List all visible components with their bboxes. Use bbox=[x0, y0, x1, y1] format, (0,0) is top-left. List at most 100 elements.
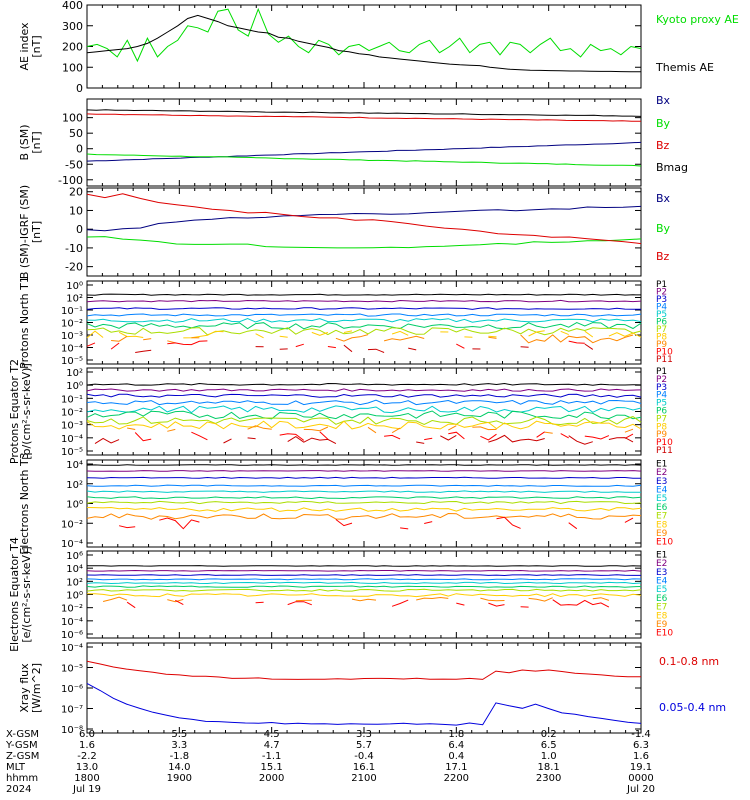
panel-6: Electrons North T3 10⁴10²10⁰10⁻²10⁻⁴E1E2E… bbox=[18, 452, 673, 554]
legend-p6: P6 bbox=[656, 407, 667, 417]
series-line-p8 bbox=[86, 330, 104, 339]
y-tick-label: 0 bbox=[76, 223, 83, 236]
ephemeris-value: 3.3 bbox=[171, 740, 188, 751]
series-line-p5 bbox=[86, 405, 642, 414]
y-axis-unit: [e/(cm²-s-sr-keV)] bbox=[20, 546, 33, 642]
series-line-p9 bbox=[544, 431, 553, 434]
series-line-e9 bbox=[528, 597, 553, 602]
series-line-e10 bbox=[287, 601, 312, 606]
series-line-e10 bbox=[255, 601, 264, 604]
legend-p11: P11 bbox=[656, 446, 673, 456]
series-line-p8 bbox=[391, 330, 409, 336]
series-line-e7 bbox=[86, 500, 642, 505]
series-line-p11 bbox=[568, 435, 593, 445]
ephemeris-value: Jul 19 bbox=[73, 784, 101, 795]
y-tick-label: -50 bbox=[65, 158, 83, 171]
series-line-p9 bbox=[335, 334, 369, 342]
series-line-p8 bbox=[488, 335, 497, 338]
series-line-p8 bbox=[584, 330, 594, 338]
series-line-p8 bbox=[528, 330, 545, 337]
ephemeris-value: 5.7 bbox=[356, 740, 372, 751]
series-line-p1 bbox=[86, 293, 642, 296]
series-line-p2 bbox=[86, 388, 642, 392]
series-line-e2 bbox=[86, 470, 642, 472]
y-tick-label: 0 bbox=[76, 82, 83, 95]
y-tick-label: 10⁰ bbox=[66, 281, 83, 292]
series-line-bz bbox=[86, 193, 642, 245]
y-axis-label: Electrons North T3 bbox=[18, 452, 31, 554]
legend-by: By bbox=[656, 222, 671, 235]
legend-p5: P5 bbox=[656, 399, 667, 409]
legend-e10: E10 bbox=[656, 629, 673, 639]
series-line-p10 bbox=[295, 343, 304, 348]
legend-p6: P6 bbox=[656, 318, 667, 328]
legend-e5: E5 bbox=[656, 494, 667, 504]
series-line-p9 bbox=[111, 335, 128, 342]
panel-frame bbox=[86, 642, 642, 734]
y-tick-label: -10 bbox=[65, 242, 83, 255]
series-line-p9 bbox=[367, 426, 377, 434]
series-line-p9 bbox=[303, 426, 329, 432]
series-line-e9 bbox=[592, 597, 610, 601]
ephemeris-value: 1.0 bbox=[540, 751, 557, 762]
series-line-p10 bbox=[624, 433, 634, 439]
series-line-e4 bbox=[86, 578, 642, 581]
legend-p4: P4 bbox=[656, 302, 667, 312]
series-line-e5 bbox=[86, 490, 641, 493]
legend-bz: Bz bbox=[656, 250, 670, 263]
series-line-p10 bbox=[110, 342, 120, 350]
legend-e9: E9 bbox=[656, 529, 668, 539]
series-line-p4 bbox=[86, 313, 642, 317]
y-axis-label: B (SM) bbox=[18, 124, 31, 160]
y-tick-label: 200 bbox=[62, 41, 83, 54]
legend-bz: Bz bbox=[656, 139, 670, 152]
series-line-e10 bbox=[496, 516, 521, 529]
series-line-by bbox=[86, 153, 642, 167]
y-axis-unit: [nT] bbox=[30, 35, 43, 57]
series-line-themis-ae bbox=[86, 14, 641, 73]
series-line-p6 bbox=[86, 410, 642, 420]
series-line-p5 bbox=[86, 317, 642, 323]
series-line-p8 bbox=[118, 331, 144, 338]
series-line-e10 bbox=[175, 599, 184, 606]
series-line-p11 bbox=[416, 441, 425, 444]
panel-frame bbox=[86, 4, 642, 89]
panel-frame bbox=[86, 98, 642, 187]
ephemeris-value: 2100 bbox=[351, 773, 377, 784]
series-line-p9 bbox=[143, 338, 152, 341]
ephemeris-value: 1.6 bbox=[79, 740, 95, 751]
y-axis-label: Electrons Equator T4 bbox=[8, 537, 21, 652]
y-tick-label: 10⁻⁷ bbox=[61, 705, 83, 716]
series-line-p8 bbox=[343, 330, 353, 333]
panel-frame bbox=[86, 459, 642, 548]
legend-e5: E5 bbox=[656, 585, 667, 595]
series-line-e10 bbox=[456, 602, 465, 606]
y-tick-label: 10⁻⁴ bbox=[61, 344, 83, 355]
series-line-p10 bbox=[327, 346, 336, 349]
y-tick-label: 400 bbox=[62, 0, 83, 12]
legend-e9: E9 bbox=[656, 620, 668, 630]
series-line-p8 bbox=[255, 333, 264, 339]
series-line-p9 bbox=[624, 428, 634, 433]
y-tick-label: 10² bbox=[66, 577, 83, 588]
legend-p7: P7 bbox=[656, 325, 667, 335]
series-line-e7 bbox=[86, 588, 642, 592]
series-line-p8 bbox=[608, 332, 642, 338]
ephemeris-value: 6.4 bbox=[448, 740, 465, 751]
series-line-p9 bbox=[127, 427, 136, 430]
series-line-p11 bbox=[440, 434, 457, 441]
series-line-p9 bbox=[391, 427, 401, 434]
ephemeris-value: 15.1 bbox=[260, 762, 283, 773]
series-line-p7 bbox=[86, 327, 642, 336]
series-line-p11 bbox=[408, 347, 417, 351]
series-line-p10 bbox=[384, 434, 401, 440]
legend-bx: Bx bbox=[656, 94, 671, 107]
ephemeris-value: 13.0 bbox=[75, 762, 99, 773]
series-line-xray-long bbox=[86, 660, 641, 680]
legend-e3: E3 bbox=[656, 568, 667, 578]
y-axis-unit: [nT] bbox=[30, 131, 43, 153]
y-tick-label: 100 bbox=[62, 112, 83, 125]
series-line-e10 bbox=[568, 522, 578, 530]
series-line-p10 bbox=[279, 433, 305, 441]
